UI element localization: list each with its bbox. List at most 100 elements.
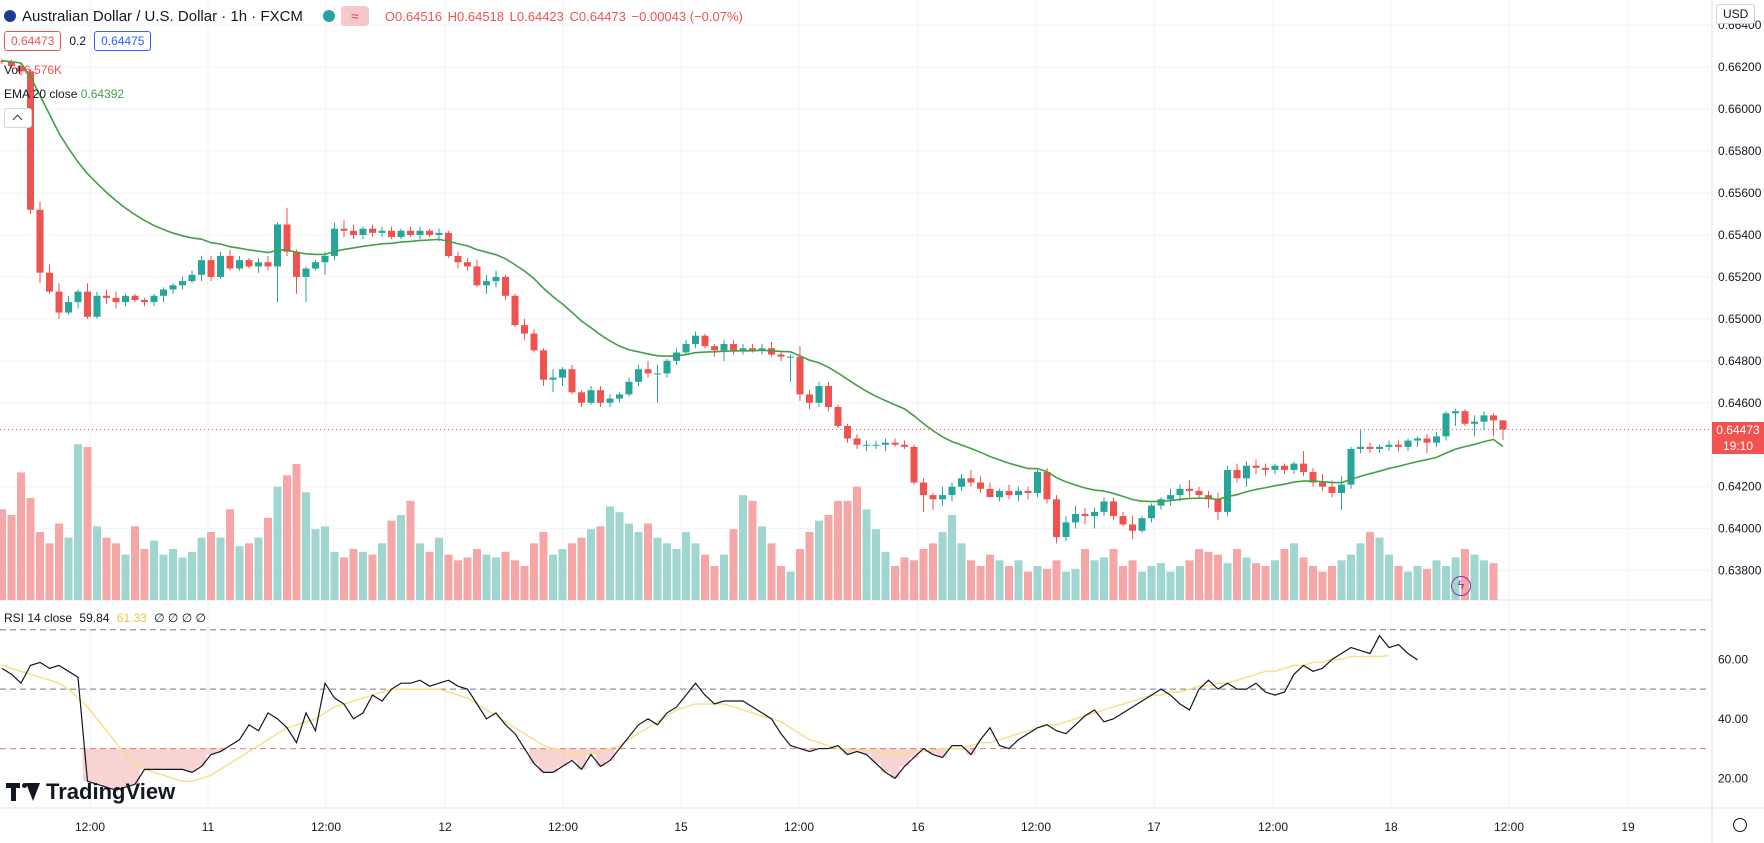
- time-tick-label: 15: [674, 820, 688, 834]
- rsi-oversold-area: [538, 748, 549, 773]
- rsi-oversold-area: [871, 748, 881, 764]
- market-open-icon: [322, 10, 335, 22]
- volume-bar: [1242, 557, 1251, 600]
- rsi-indicator-label[interactable]: RSI 14 close 59.84 61.33 ∅ ∅ ∅ ∅: [4, 611, 206, 625]
- volume-bar: [378, 543, 386, 600]
- volume-bar: [900, 557, 909, 600]
- currency-button[interactable]: USD: [1716, 4, 1756, 24]
- candle-body: [549, 377, 557, 380]
- volume-bar: [1309, 566, 1317, 600]
- volume-bar: [862, 509, 871, 600]
- volume-bar: [1100, 557, 1108, 600]
- price-tick-label: 0.64800: [1718, 354, 1762, 368]
- time-tick-label: 12:00: [1494, 820, 1524, 834]
- candle-body: [464, 262, 471, 267]
- time-tick-label: 16: [911, 820, 925, 834]
- candle-body: [1395, 444, 1402, 447]
- volume-bar: [1214, 554, 1222, 600]
- rsi-oversold-area: [576, 748, 587, 770]
- candle-body: [578, 392, 585, 403]
- candle-body: [1110, 501, 1117, 517]
- volume-bar: [615, 512, 624, 600]
- volume-bar: [140, 549, 149, 600]
- symbol-title[interactable]: Australian Dollar / U.S. Dollar · 1h · F…: [22, 7, 303, 25]
- volume-bar: [1062, 571, 1070, 600]
- wave-icon[interactable]: ≈: [340, 6, 369, 26]
- ema-title: EMA 20 close: [4, 87, 78, 101]
- candle-body: [834, 406, 842, 426]
- last-price-badge: 0.64473: [1712, 422, 1764, 438]
- candle-body: [521, 325, 528, 334]
- candle-body: [758, 348, 766, 351]
- candle-body: [502, 276, 509, 296]
- candle-body: [1499, 420, 1507, 430]
- rsi-oversold-area: [168, 748, 178, 770]
- rsi-tick-label: 60.00: [1718, 652, 1748, 666]
- volume-bar: [710, 566, 719, 600]
- candle-body: [1091, 511, 1098, 517]
- candle-body: [331, 228, 338, 256]
- rsi-tick-label: 20.00: [1718, 771, 1748, 785]
- rsi-oversold-area: [842, 748, 853, 755]
- candle-body: [654, 373, 661, 375]
- rsi-oversold-area: [909, 748, 919, 758]
- price-candles[interactable]: [0, 58, 1507, 544]
- volume-bar: [625, 523, 633, 600]
- candle-body: [226, 255, 234, 269]
- candle-body: [806, 394, 813, 403]
- volume-bar: [1394, 566, 1403, 600]
- rsi-oversold-area: [177, 748, 188, 770]
- candle-body: [1328, 486, 1336, 494]
- volume-bar: [739, 495, 747, 600]
- volume-bar: [1119, 566, 1127, 600]
- volume-bar: [919, 549, 928, 600]
- candle-body: [359, 228, 367, 235]
- candle-body: [692, 335, 699, 345]
- volume-bar: [634, 532, 643, 600]
- candle-body: [1471, 421, 1478, 424]
- sell-price-button[interactable]: 0.64473: [4, 31, 62, 51]
- high-value: H0.64518: [447, 8, 505, 24]
- buy-price-button[interactable]: 0.64475: [94, 31, 152, 51]
- candle-body: [777, 354, 785, 357]
- volume-bar: [1432, 560, 1441, 600]
- candle-body: [483, 281, 490, 286]
- candle-body: [1357, 446, 1364, 449]
- candle-body: [1385, 444, 1393, 447]
- rsi-oversold-area: [215, 748, 226, 752]
- collapse-legend-button[interactable]: [4, 108, 32, 128]
- volume-bar: [1052, 560, 1061, 600]
- volume-bar: [786, 571, 795, 600]
- price-tick-label: 0.64200: [1718, 480, 1762, 494]
- volume-bar: [606, 506, 614, 600]
- volume-bar: [1280, 549, 1289, 600]
- volume-indicator-label[interactable]: Vol 6.576K: [4, 63, 62, 77]
- volume-bar: [102, 537, 111, 600]
- volume-bar: [121, 554, 130, 600]
- volume-bar: [1223, 563, 1232, 600]
- rsi-value: 59.84: [79, 611, 110, 625]
- candle-body: [1233, 469, 1241, 479]
- candle-body: [207, 260, 215, 277]
- candle-body: [416, 230, 424, 235]
- candle-body: [711, 346, 718, 351]
- lightning-icon[interactable]: ϟ: [1451, 576, 1471, 596]
- ema-value: 0.64392: [80, 87, 125, 101]
- candle-body: [1452, 411, 1459, 414]
- rsi-oversold-area: [557, 748, 568, 767]
- volume-bar: [482, 554, 491, 600]
- rsi-oversold-area: [529, 748, 539, 764]
- candle-body: [1433, 436, 1440, 443]
- candle-body: [1281, 465, 1288, 470]
- candle-body: [122, 295, 129, 303]
- settings-icon[interactable]: [1733, 818, 1747, 832]
- volume-bar: [1005, 566, 1013, 600]
- tradingview-logo[interactable]: TradingView: [6, 779, 175, 805]
- candle-body: [1252, 465, 1260, 468]
- candle-body: [1072, 513, 1079, 523]
- volume-bar: [1290, 543, 1298, 600]
- candle-body: [739, 348, 747, 351]
- candle-body: [597, 390, 604, 403]
- ema-indicator-label[interactable]: EMA 20 close 0.64392: [4, 87, 124, 101]
